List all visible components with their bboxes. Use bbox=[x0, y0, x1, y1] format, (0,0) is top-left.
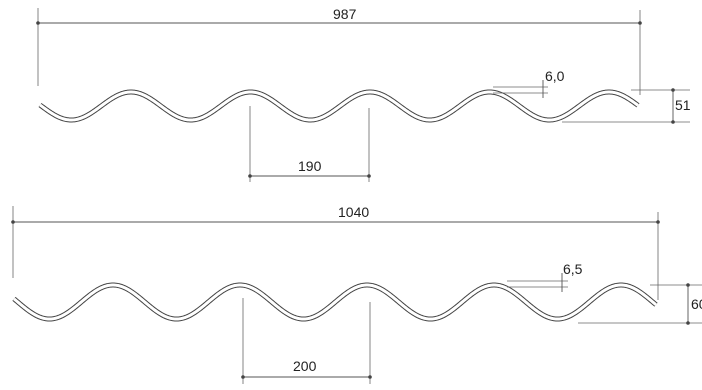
bottom-overall-dot-left bbox=[11, 220, 15, 224]
top-height-dot-top bbox=[671, 88, 675, 92]
bottom-pitch-label: 200 bbox=[293, 358, 317, 374]
top-pitch-dot-left bbox=[248, 174, 252, 178]
profile-top: 987 190 51 6,0 bbox=[36, 6, 691, 182]
bottom-height-label: 60 bbox=[691, 296, 702, 312]
bottom-overall-dot-right bbox=[656, 220, 660, 224]
bottom-pitch-dot-left bbox=[241, 375, 245, 379]
top-overall-dot-right bbox=[638, 21, 642, 25]
bottom-thickness-label: 6,5 bbox=[563, 261, 583, 277]
top-overall-dot-left bbox=[36, 21, 40, 25]
top-overall-width-label: 987 bbox=[333, 6, 357, 22]
profile-bottom: 1040 200 60 6,5 bbox=[11, 204, 702, 384]
bottom-overall-width-label: 1040 bbox=[338, 204, 369, 220]
top-pitch-label: 190 bbox=[298, 158, 322, 174]
bottom-pitch-dot-right bbox=[368, 375, 372, 379]
bottom-height-dot-top bbox=[686, 283, 690, 287]
bottom-height-dot-bottom bbox=[686, 321, 690, 325]
top-height-dot-bottom bbox=[671, 120, 675, 124]
top-height-label: 51 bbox=[675, 97, 691, 113]
bottom-wave-profile-inner bbox=[13, 283, 657, 321]
top-wave-profile-inner bbox=[39, 90, 639, 122]
top-pitch-dot-right bbox=[367, 174, 371, 178]
top-thickness-label: 6,0 bbox=[545, 68, 565, 84]
